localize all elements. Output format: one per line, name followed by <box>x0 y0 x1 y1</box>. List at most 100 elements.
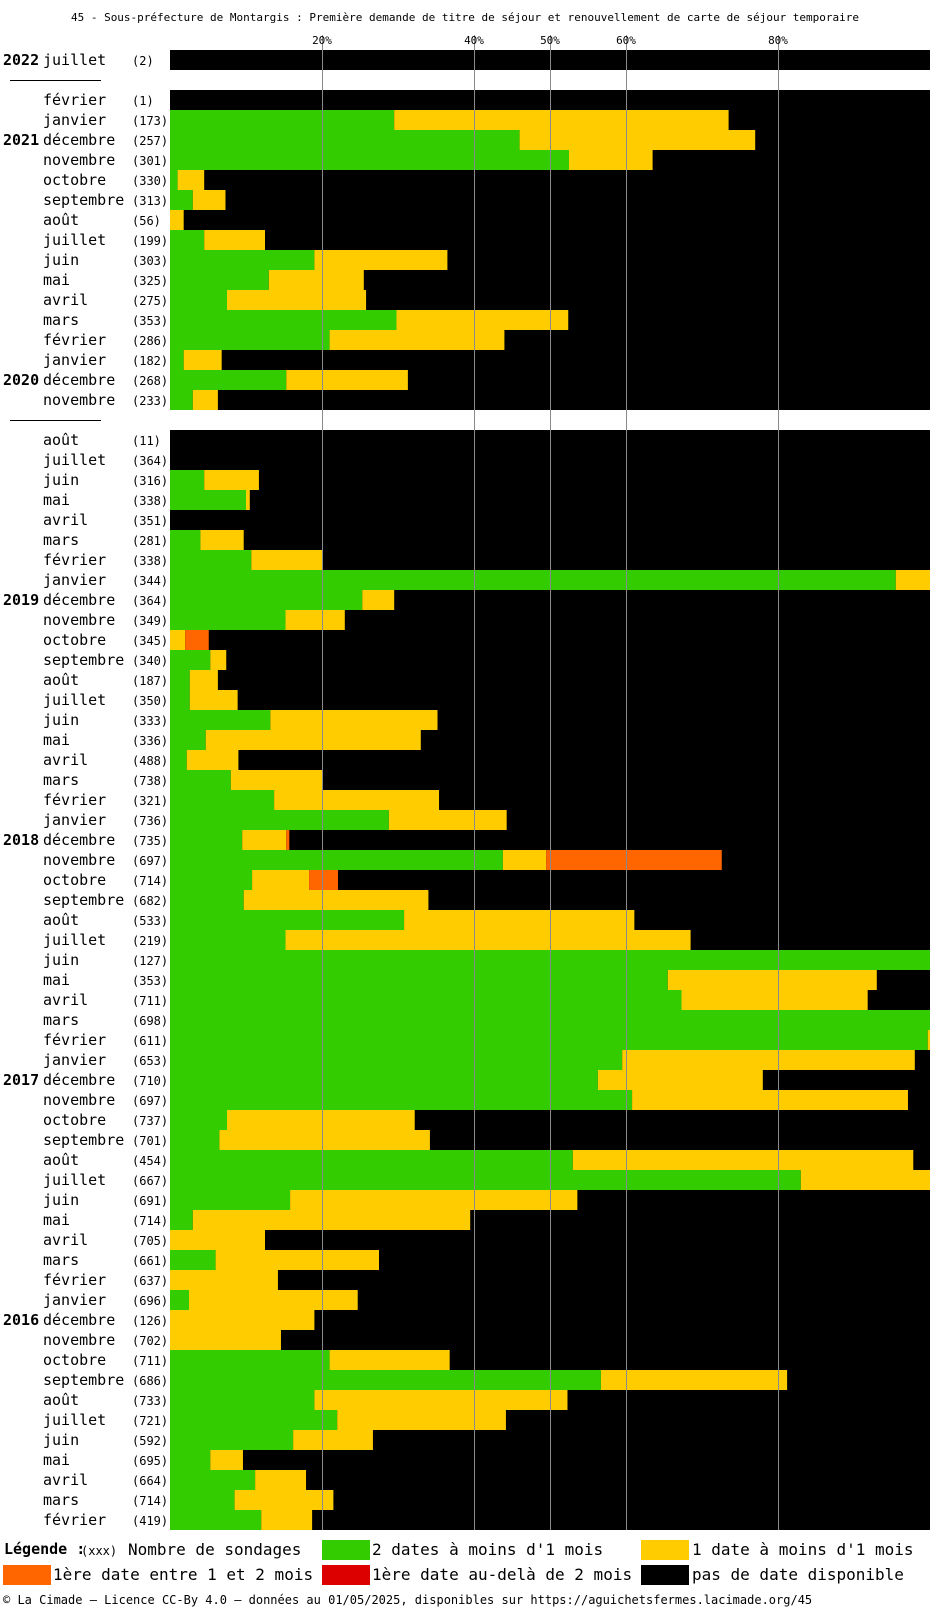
count-label: (333) <box>132 714 168 728</box>
bar-segment-green <box>170 1070 598 1090</box>
month-label: juillet <box>43 1411 106 1429</box>
bar-segment-yellow <box>255 1470 307 1490</box>
month-label: juillet <box>43 451 106 469</box>
bar-segment-green <box>170 970 668 990</box>
month-label: décembre <box>43 371 115 389</box>
bar-segment-green <box>170 770 231 790</box>
bar-segment-green <box>170 990 682 1010</box>
month-label: septembre <box>43 891 124 909</box>
month-label: avril <box>43 291 88 309</box>
count-label: (664) <box>132 1474 168 1488</box>
legend-label-black: pas de date disponible <box>692 1565 904 1584</box>
bar-segment-yellow <box>227 1110 415 1130</box>
bar-segment-yellow <box>200 530 244 550</box>
legend-title: Légende : <box>4 1540 86 1558</box>
bar-segment-yellow <box>246 490 250 510</box>
bar-segment-yellow <box>192 1210 471 1230</box>
bar-segment-green <box>170 1350 330 1370</box>
bar-segment-green <box>170 1050 623 1070</box>
count-label: (733) <box>132 1394 168 1408</box>
bar-segment-green <box>170 1090 633 1110</box>
month-label: décembre <box>43 591 115 609</box>
count-label: (682) <box>132 894 168 908</box>
count-label: (233) <box>132 394 168 408</box>
bar-segment-green <box>170 930 286 950</box>
bar-segment-yellow <box>189 1290 358 1310</box>
bar-segment-yellow <box>290 1190 578 1210</box>
month-label: juillet <box>43 691 106 709</box>
bar-segment-yellow <box>183 350 222 370</box>
bar-segment-green <box>170 530 201 550</box>
count-label: (321) <box>132 794 168 808</box>
bar-segment-green <box>170 1450 211 1470</box>
month-label: mars <box>43 1251 79 1269</box>
count-label: (710) <box>132 1074 168 1088</box>
bar-segment-green <box>170 110 395 130</box>
count-label: (697) <box>132 854 168 868</box>
count-label: (325) <box>132 274 168 288</box>
month-label: octobre <box>43 871 106 889</box>
count-label: (257) <box>132 134 168 148</box>
count-label: (714) <box>132 874 168 888</box>
month-label: décembre <box>43 831 115 849</box>
month-label: mai <box>43 1451 70 1469</box>
count-label: (345) <box>132 634 168 648</box>
bar-segment-green <box>170 690 190 710</box>
count-label: (350) <box>132 694 168 708</box>
footer-credit: © La Cimade — Licence CC-By 4.0 — donnée… <box>3 1593 813 1607</box>
bar-segment-green <box>170 1130 220 1150</box>
bar-segment-yellow <box>667 970 877 990</box>
month-label: septembre <box>43 1131 124 1149</box>
bar-segment-yellow <box>268 270 364 290</box>
bar-segment-yellow <box>210 650 227 670</box>
month-label: juin <box>43 251 79 269</box>
month-label: juillet <box>43 231 106 249</box>
year-label: 2022 <box>3 51 39 69</box>
bar-segment-yellow <box>519 130 756 150</box>
bar-segment-yellow <box>285 930 691 950</box>
count-label: (488) <box>132 754 168 768</box>
bar-segment-yellow <box>895 570 930 590</box>
count-label: (281) <box>132 534 168 548</box>
month-label: octobre <box>43 1351 106 1369</box>
month-label: février <box>43 551 106 569</box>
bar-segment-green <box>170 490 246 510</box>
bar-segment-orange <box>546 850 722 870</box>
bar-segment-green <box>170 190 193 210</box>
bar-segment-green <box>170 1490 235 1510</box>
bar-segment-green <box>170 1290 189 1310</box>
month-label: juillet <box>43 931 106 949</box>
legend-swatch-black <box>641 1565 689 1585</box>
month-label: août <box>43 211 79 229</box>
count-label: (303) <box>132 254 168 268</box>
bar-segment-green <box>170 830 243 850</box>
bar-segment-yellow <box>274 790 440 810</box>
month-label: janvier <box>43 1051 106 1069</box>
month-label: décembre <box>43 1071 115 1089</box>
bar-segment-yellow <box>600 1370 788 1390</box>
bar-segment-yellow <box>622 1050 915 1070</box>
month-label: février <box>43 1271 106 1289</box>
bar-segment-yellow <box>502 850 547 870</box>
bar-segment-yellow <box>388 810 507 830</box>
bar-segment-green <box>170 1110 227 1130</box>
month-label: août <box>43 671 79 689</box>
count-label: (336) <box>132 734 168 748</box>
count-label: (592) <box>132 1434 168 1448</box>
month-label: janvier <box>43 571 106 589</box>
chart-title: 45 - Sous-préfecture de Montargis : Prem… <box>70 11 860 24</box>
x-tick-label: 40% <box>464 34 484 47</box>
bar-segment-green <box>170 230 205 250</box>
legend-count-marker: (xxx) <box>81 1544 118 1558</box>
bar-segment-green <box>170 730 206 750</box>
count-label: (711) <box>132 1354 168 1368</box>
count-label: (173) <box>132 114 168 128</box>
count-label: (364) <box>132 454 168 468</box>
bar-segment-yellow <box>227 290 367 310</box>
bar-segment-green <box>170 270 269 290</box>
bar-segment-yellow <box>204 470 259 490</box>
month-label: janvier <box>43 111 106 129</box>
month-label: avril <box>43 991 88 1009</box>
legend-label-red: 1ère date au-delà de 2 mois <box>372 1565 633 1584</box>
bar-segment-yellow <box>293 1430 373 1450</box>
